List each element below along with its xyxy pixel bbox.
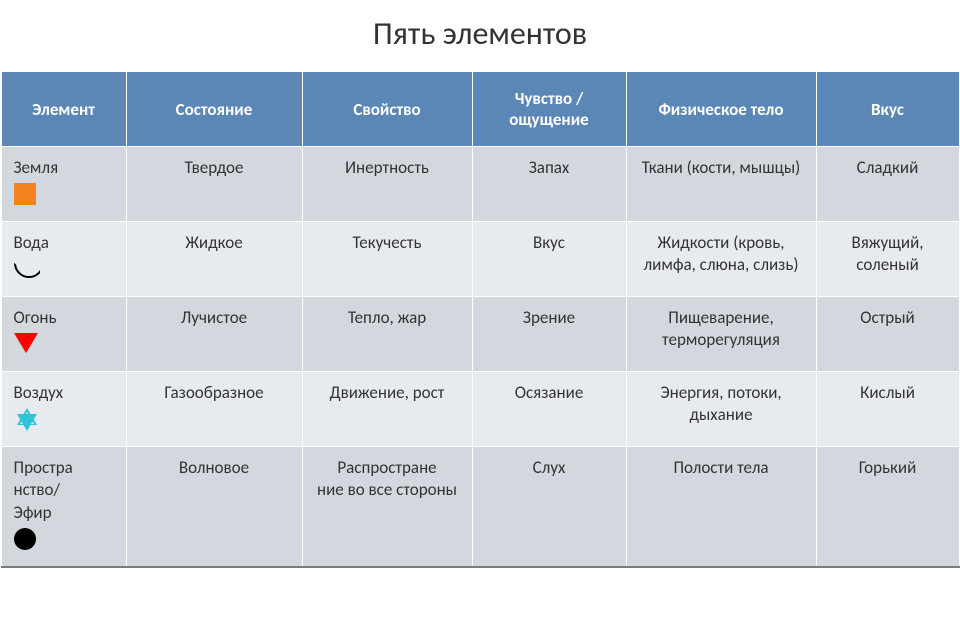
cell-property: Тепло, жар (302, 297, 472, 372)
earth-square-icon (14, 183, 36, 205)
cell-state: Газообразное (126, 372, 302, 447)
cell-body: Жидкости (кровь, лимфа, слюна, слизь) (626, 222, 816, 297)
air-star-icon (14, 408, 40, 432)
cell-state: Твердое (126, 147, 302, 222)
cell-element: Вода (1, 222, 126, 297)
element-label: Пространство/Эфир (14, 457, 116, 523)
fire-triangle-icon (14, 333, 38, 353)
cell-sense: Запах (472, 147, 626, 222)
cell-state: Волновое (126, 447, 302, 567)
cell-element: Воздух (1, 372, 126, 447)
cell-sense: Зрение (472, 297, 626, 372)
element-label: Земля (14, 157, 116, 179)
table-header-row: Элемент Состояние Свойство Чувство / ощу… (1, 72, 959, 147)
element-label: Воздух (14, 382, 116, 404)
table-row: Огонь Лучистое Тепло, жар Зрение Пищевар… (1, 297, 959, 372)
cell-sense: Осязание (472, 372, 626, 447)
cell-element: Огонь (1, 297, 126, 372)
cell-taste: Горький (816, 447, 959, 567)
water-crescent-icon (14, 258, 40, 284)
cell-property: Текучесть (302, 222, 472, 297)
table-row: Воздух Газообразное Движение, рост Осяза… (1, 372, 959, 447)
table-row: Земля Твердое Инертность Запах Ткани (ко… (1, 147, 959, 222)
cell-sense: Слух (472, 447, 626, 567)
element-label: Вода (14, 232, 116, 254)
cell-element: Пространство/Эфир (1, 447, 126, 567)
cell-body: Энергия, потоки, дыхание (626, 372, 816, 447)
element-label: Огонь (14, 307, 116, 329)
cell-taste: Сладкий (816, 147, 959, 222)
table-row: Пространство/Эфир Волновое Распространен… (1, 447, 959, 567)
cell-state: Лучистое (126, 297, 302, 372)
col-body: Физическое тело (626, 72, 816, 147)
cell-property: Распространение во все стороны (302, 447, 472, 567)
col-property: Свойство (302, 72, 472, 147)
page-title: Пять элементов (373, 14, 587, 53)
ether-circle-icon (14, 528, 36, 550)
cell-property: Движение, рост (302, 372, 472, 447)
elements-table: Элемент Состояние Свойство Чувство / ощу… (1, 71, 960, 568)
col-element: Элемент (1, 72, 126, 147)
cell-body: Пищеварение, терморегуляция (626, 297, 816, 372)
cell-property: Инертность (302, 147, 472, 222)
table-row: Вода Жидкое Текучесть Вкус Жидкости (кро… (1, 222, 959, 297)
cell-body: Полости тела (626, 447, 816, 567)
col-sense: Чувство / ощущение (472, 72, 626, 147)
col-state: Состояние (126, 72, 302, 147)
cell-taste: Острый (816, 297, 959, 372)
slide: Пять элементов Элемент Состояние Свойств… (0, 0, 960, 568)
cell-taste: Вяжущий, соленый (816, 222, 959, 297)
cell-taste: Кислый (816, 372, 959, 447)
col-taste: Вкус (816, 72, 959, 147)
cell-body: Ткани (кости, мышцы) (626, 147, 816, 222)
cell-state: Жидкое (126, 222, 302, 297)
cell-element: Земля (1, 147, 126, 222)
cell-sense: Вкус (472, 222, 626, 297)
